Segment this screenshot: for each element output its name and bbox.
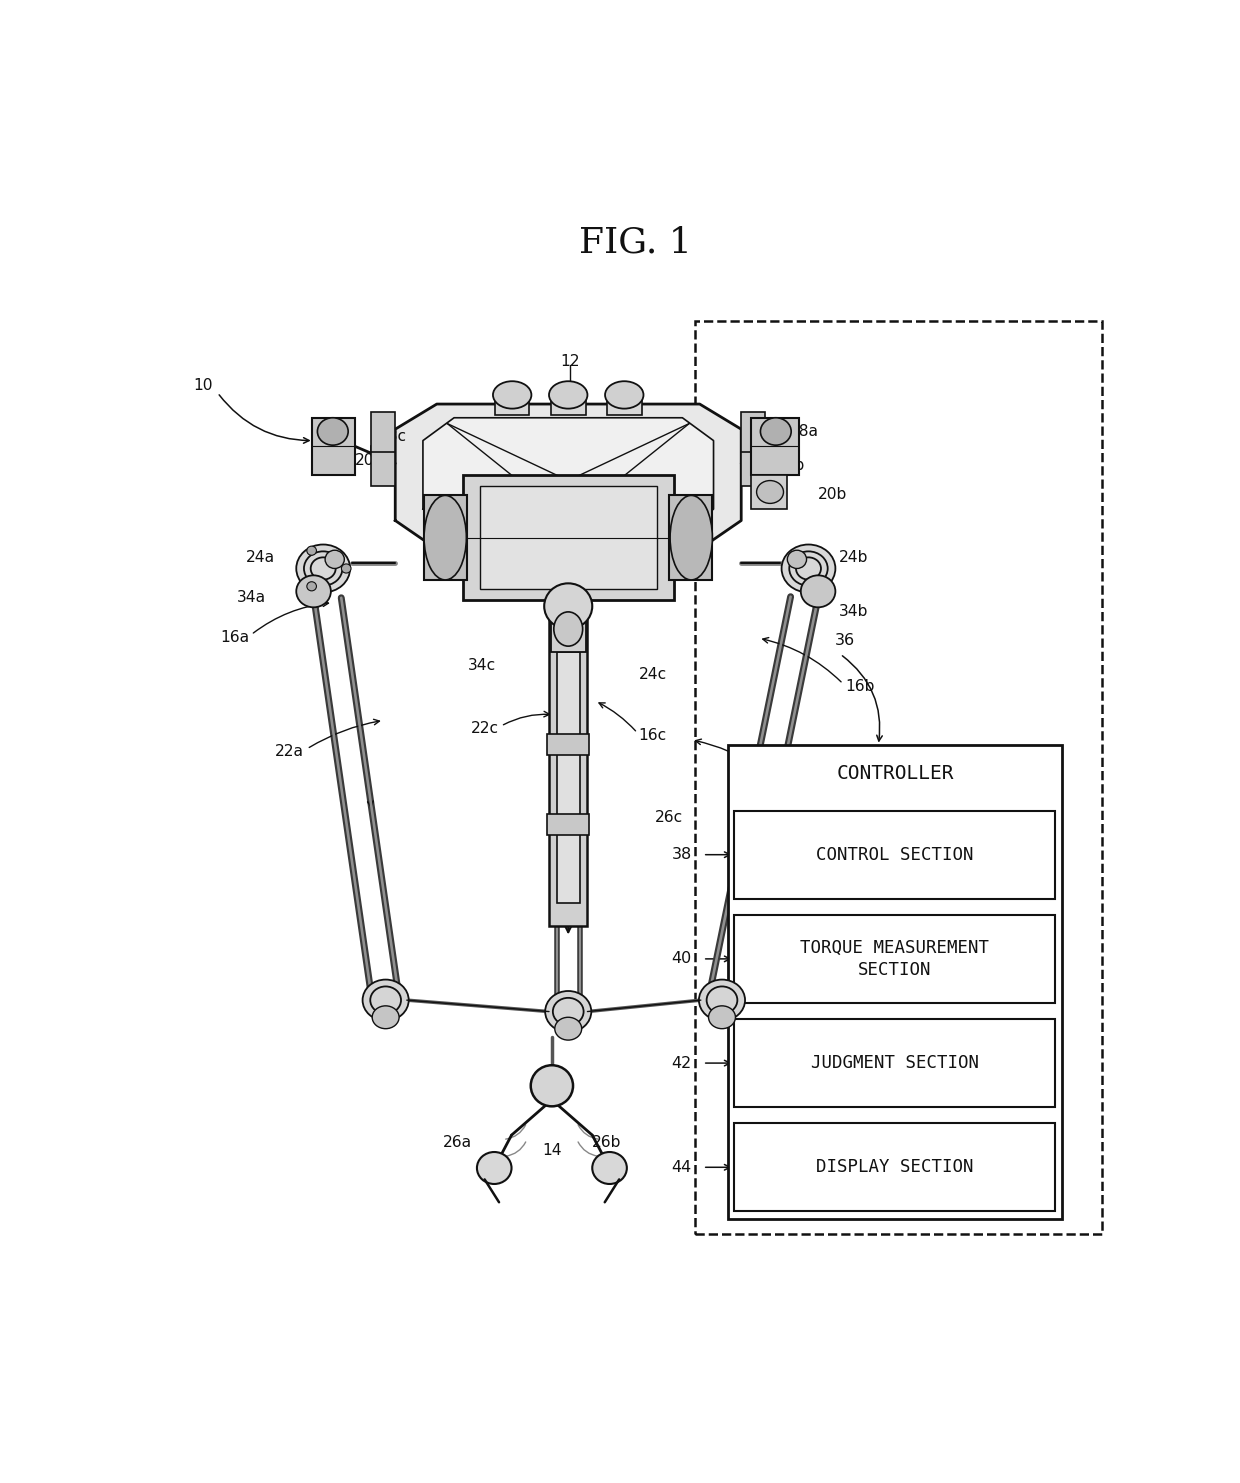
Bar bbox=[547, 814, 589, 835]
Text: 24a: 24a bbox=[246, 550, 275, 565]
Text: 14: 14 bbox=[542, 1143, 562, 1158]
Ellipse shape bbox=[593, 1152, 627, 1183]
Ellipse shape bbox=[699, 980, 745, 1020]
Bar bbox=[734, 1123, 1055, 1212]
Bar bbox=[551, 390, 585, 415]
Bar bbox=[734, 811, 1055, 899]
Bar bbox=[751, 418, 799, 475]
Text: 18b: 18b bbox=[775, 458, 805, 473]
Ellipse shape bbox=[787, 550, 806, 568]
Text: 44: 44 bbox=[672, 1160, 692, 1175]
Polygon shape bbox=[396, 403, 742, 549]
Text: 16c: 16c bbox=[639, 728, 667, 743]
Bar bbox=[463, 475, 675, 601]
Bar bbox=[371, 446, 396, 486]
Ellipse shape bbox=[424, 495, 466, 580]
Ellipse shape bbox=[789, 552, 828, 586]
Ellipse shape bbox=[304, 552, 342, 586]
Bar bbox=[424, 495, 467, 580]
Text: 16b: 16b bbox=[844, 679, 874, 694]
Bar bbox=[670, 495, 712, 580]
Ellipse shape bbox=[801, 575, 836, 608]
Text: 24b: 24b bbox=[839, 550, 869, 565]
Ellipse shape bbox=[477, 1152, 512, 1183]
Text: 34b: 34b bbox=[839, 605, 869, 620]
Text: 10: 10 bbox=[193, 378, 213, 393]
Bar bbox=[696, 320, 1101, 1234]
Bar bbox=[742, 446, 765, 486]
Ellipse shape bbox=[707, 986, 738, 1014]
Bar bbox=[751, 475, 787, 509]
Text: 34a: 34a bbox=[237, 590, 265, 605]
Bar bbox=[480, 486, 657, 589]
Ellipse shape bbox=[306, 546, 316, 555]
Text: 16a: 16a bbox=[219, 629, 249, 645]
Ellipse shape bbox=[544, 583, 593, 629]
Ellipse shape bbox=[554, 1017, 582, 1040]
Ellipse shape bbox=[306, 581, 316, 590]
Text: 26b: 26b bbox=[591, 1136, 621, 1151]
Ellipse shape bbox=[760, 418, 791, 445]
Ellipse shape bbox=[531, 1065, 573, 1106]
Text: 24c: 24c bbox=[639, 667, 667, 682]
Ellipse shape bbox=[372, 1005, 399, 1029]
Bar bbox=[734, 915, 1055, 1003]
Ellipse shape bbox=[553, 998, 584, 1025]
Ellipse shape bbox=[311, 558, 336, 580]
Bar bbox=[742, 412, 765, 452]
Text: 22c: 22c bbox=[471, 721, 498, 736]
Ellipse shape bbox=[325, 550, 345, 568]
Text: CONTROLLER: CONTROLLER bbox=[836, 764, 954, 783]
Ellipse shape bbox=[546, 991, 591, 1032]
Bar bbox=[728, 746, 1063, 1219]
Text: 18a: 18a bbox=[789, 424, 818, 439]
Ellipse shape bbox=[341, 564, 351, 572]
Text: 40: 40 bbox=[672, 952, 692, 967]
Text: FIG. 1: FIG. 1 bbox=[579, 225, 692, 260]
Ellipse shape bbox=[781, 544, 836, 593]
Bar bbox=[311, 418, 355, 475]
Text: 26a: 26a bbox=[443, 1136, 472, 1151]
Text: 12: 12 bbox=[560, 354, 580, 369]
Text: 36: 36 bbox=[835, 633, 856, 648]
Ellipse shape bbox=[362, 980, 409, 1020]
Text: 38: 38 bbox=[672, 847, 692, 862]
Text: TORQUE MEASUREMENT
SECTION: TORQUE MEASUREMENT SECTION bbox=[801, 939, 990, 979]
Polygon shape bbox=[423, 418, 713, 534]
Ellipse shape bbox=[670, 495, 713, 580]
Bar bbox=[551, 601, 585, 653]
Bar bbox=[547, 734, 589, 755]
Ellipse shape bbox=[554, 612, 583, 647]
Text: 18c: 18c bbox=[378, 429, 407, 443]
Text: CONTROL SECTION: CONTROL SECTION bbox=[816, 845, 973, 863]
Bar bbox=[495, 390, 529, 415]
Ellipse shape bbox=[549, 381, 588, 409]
Text: 34c: 34c bbox=[467, 658, 496, 673]
Ellipse shape bbox=[796, 558, 821, 580]
Text: 22a: 22a bbox=[275, 743, 304, 759]
Bar bbox=[371, 412, 396, 452]
Bar bbox=[557, 653, 580, 903]
Ellipse shape bbox=[708, 1005, 735, 1029]
Ellipse shape bbox=[296, 575, 331, 608]
Text: 42: 42 bbox=[672, 1056, 692, 1071]
Ellipse shape bbox=[605, 381, 644, 409]
Text: 22b: 22b bbox=[765, 764, 795, 779]
Text: DISPLAY SECTION: DISPLAY SECTION bbox=[816, 1158, 973, 1176]
Text: 26c: 26c bbox=[655, 810, 683, 825]
Bar bbox=[549, 607, 588, 925]
Text: 20b: 20b bbox=[818, 486, 847, 501]
Text: 20a: 20a bbox=[355, 452, 383, 467]
Bar bbox=[734, 1019, 1055, 1108]
Ellipse shape bbox=[296, 544, 350, 593]
Ellipse shape bbox=[756, 480, 784, 503]
Text: JUDGMENT SECTION: JUDGMENT SECTION bbox=[811, 1054, 978, 1072]
Ellipse shape bbox=[317, 418, 348, 445]
Bar bbox=[606, 390, 641, 415]
Ellipse shape bbox=[494, 381, 532, 409]
Ellipse shape bbox=[371, 986, 401, 1014]
